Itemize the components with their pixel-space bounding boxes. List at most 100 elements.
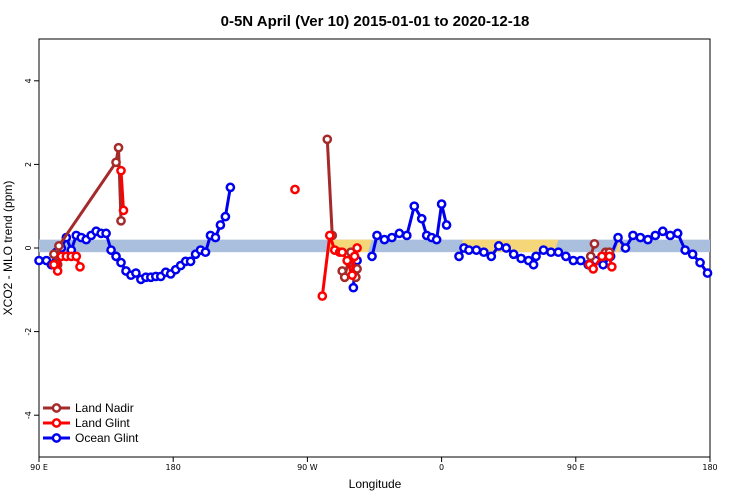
- land-glint-point: [290, 184, 300, 195]
- ocean-glint-point: [200, 247, 211, 258]
- ocean-glint-point: [106, 245, 116, 255]
- land-glint-point: [118, 205, 129, 216]
- ocean-glint-point: [553, 247, 564, 258]
- ocean-glint-point: [501, 243, 512, 253]
- legend-item: Land Nadir: [43, 401, 134, 415]
- ocean-glint-series: [34, 182, 236, 285]
- y-axis-label: XCO2 - MLO trend (ppm): [1, 181, 15, 316]
- land-glint-point: [116, 165, 126, 176]
- ocean-glint-point: [680, 245, 690, 255]
- ocean-glint-point: [598, 259, 608, 270]
- ocean-glint-point: [409, 201, 420, 212]
- ocean-glint-point: [348, 282, 359, 293]
- ocean-glint-point: [672, 228, 683, 239]
- ocean-glint-point: [538, 245, 549, 255]
- x-tick-label: 180: [166, 463, 181, 472]
- land-glint-point: [317, 291, 328, 301]
- ocean-glint-point: [394, 228, 405, 239]
- ocean-glint-series: [367, 199, 452, 262]
- ocean-glint-point: [657, 226, 668, 237]
- ocean-glint-point: [441, 220, 452, 230]
- land-glint-series: [49, 165, 617, 301]
- ocean-glint-point: [695, 257, 705, 268]
- ocean-glint-point: [379, 234, 390, 245]
- legend-label: Ocean Glint: [75, 431, 139, 445]
- axes: 90 E 180 90 W 0 90 E 180 -4 -2 0 2 4: [24, 78, 718, 472]
- ocean-glint-point: [416, 213, 427, 224]
- land-nadir-point: [111, 157, 121, 168]
- ocean-glint-point: [220, 211, 231, 222]
- legend-label: Land Glint: [75, 416, 130, 430]
- land-glint-point: [606, 261, 617, 272]
- ocean-glint-point: [702, 268, 713, 278]
- land-nadir-line: [325, 139, 334, 236]
- ocean-glint-point: [635, 232, 646, 243]
- ocean-glint-point: [508, 249, 519, 260]
- ocean-glint-point: [516, 253, 526, 264]
- ocean-glint-point: [568, 255, 579, 266]
- y-tick-label: 4: [24, 78, 33, 83]
- ocean-glint-point: [575, 255, 586, 266]
- land-nadir-point: [589, 238, 600, 249]
- ocean-glint-point: [454, 251, 464, 262]
- land-nadir-point: [116, 215, 126, 226]
- ocean-glint-point: [387, 232, 397, 243]
- land-nadir-point: [585, 251, 596, 262]
- y-tick-label: 2: [24, 162, 33, 167]
- ocean-glint-series: [454, 241, 539, 270]
- x-tick-label: 0: [439, 463, 444, 472]
- land-glint-point: [347, 270, 357, 281]
- ocean-glint-point: [546, 247, 556, 258]
- ocean-glint-point: [528, 259, 539, 270]
- y-tick-label: -4: [24, 411, 33, 419]
- ocean-glint-point: [116, 257, 126, 268]
- ocean-glint-point: [401, 230, 412, 241]
- land-glint-point: [337, 247, 348, 258]
- x-tick-label: 90 E: [567, 463, 585, 472]
- land-nadir-point: [322, 134, 333, 145]
- land-glint-point: [352, 243, 362, 253]
- ocean-glint-point: [367, 251, 377, 262]
- x-axis-label: Longitude: [349, 477, 402, 491]
- ocean-glint-point: [436, 199, 447, 209]
- land-glint-point: [324, 230, 335, 241]
- land-glint-point: [71, 251, 82, 262]
- land-nadir-point: [49, 249, 59, 260]
- land-glint-point: [604, 251, 615, 262]
- ocean-glint-point: [478, 247, 489, 258]
- ocean-glint-point: [111, 251, 121, 262]
- legend-marker: [51, 418, 62, 428]
- x-tick-label: 90 E: [30, 463, 48, 472]
- ocean-glint-point: [471, 245, 482, 255]
- ocean-glint-point: [643, 234, 653, 245]
- land-glint-point: [349, 251, 360, 262]
- ocean-glint-point: [464, 245, 474, 255]
- ocean-glint-point: [486, 251, 497, 262]
- ocean-glint-point: [101, 228, 111, 239]
- land-glint-point: [588, 264, 599, 274]
- ocean-glint-point: [493, 241, 504, 251]
- land-glint-point: [52, 266, 63, 276]
- legend-marker: [51, 433, 62, 443]
- y-tick-label: 0: [24, 245, 33, 250]
- x-tick-label: 90 W: [297, 463, 318, 472]
- land-nadir-point: [339, 272, 350, 283]
- legend-label: Land Nadir: [75, 401, 134, 415]
- ocean-glint-point: [431, 234, 442, 245]
- series: [34, 134, 713, 301]
- ocean-glint-point: [185, 256, 196, 267]
- ocean-glint-point: [372, 230, 382, 241]
- ocean-glint-point: [561, 251, 571, 262]
- legend-marker: [51, 403, 62, 413]
- ocean-glint-point: [665, 230, 676, 241]
- ocean-glint-point: [210, 232, 221, 243]
- ocean-glint-point: [687, 249, 698, 260]
- land-glint-point: [75, 261, 85, 272]
- ocean-glint-point: [34, 255, 44, 266]
- ocean-glint-point: [215, 220, 226, 230]
- ocean-glint-point: [628, 230, 638, 241]
- land-glint-point: [597, 251, 607, 262]
- ocean-glint-point: [531, 251, 541, 262]
